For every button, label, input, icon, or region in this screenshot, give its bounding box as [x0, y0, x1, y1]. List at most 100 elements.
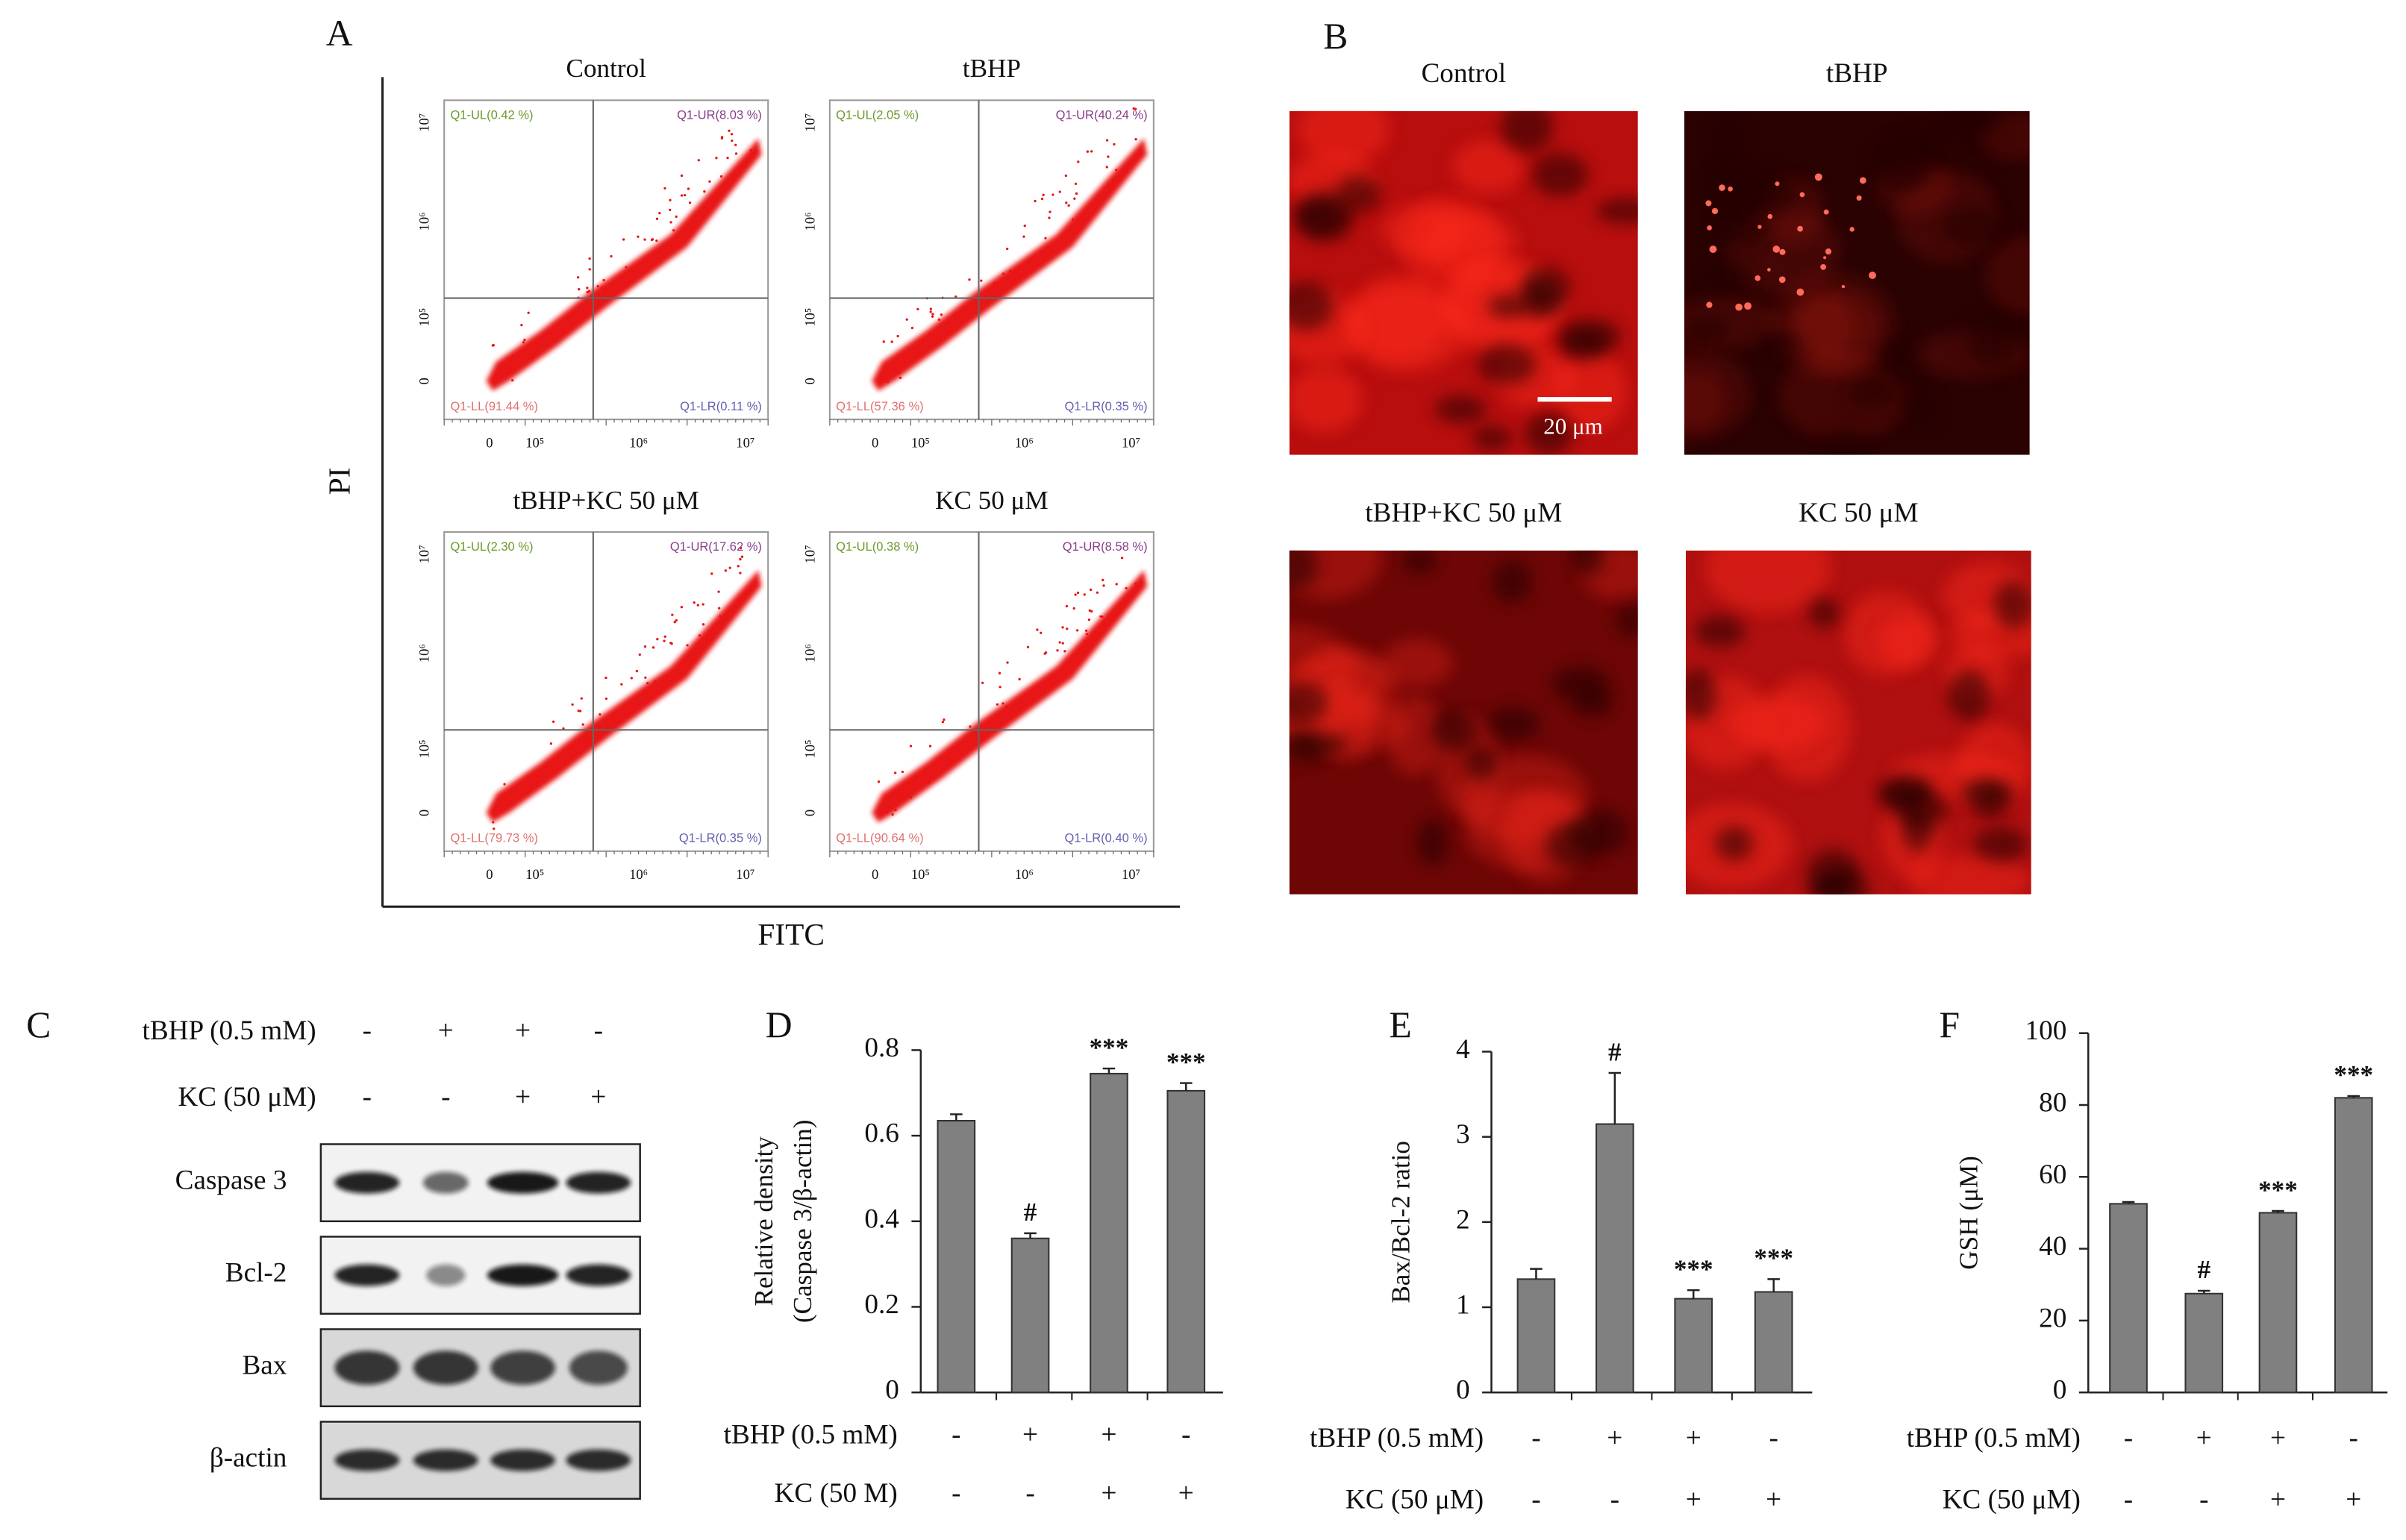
event-dot [1105, 139, 1109, 142]
event-dot [625, 266, 628, 269]
event-dot [643, 238, 646, 241]
event-dot [887, 381, 890, 384]
quadrant-label: Q1-UR(40.24 %) [1056, 107, 1148, 122]
bright-spot [1754, 275, 1761, 281]
nucleus [1416, 818, 1449, 867]
event-dot [882, 340, 885, 343]
event-dot [1108, 184, 1111, 187]
cell-glow [1297, 110, 1390, 164]
condition-label: tBHP (0.5 mM) [1907, 1423, 2081, 1453]
quadrant-label: Q1-LL(90.64 %) [836, 831, 924, 845]
bar [2184, 1292, 2224, 1394]
event-dot [731, 139, 734, 143]
event-dot [734, 152, 738, 155]
event-dot [531, 344, 534, 347]
event-dot [926, 344, 930, 347]
event-dot [928, 781, 931, 784]
bar [1595, 1123, 1634, 1394]
significance-mark: # [1024, 1198, 1037, 1227]
event-dot [503, 783, 506, 786]
event-dot [1072, 607, 1075, 610]
event-density [486, 570, 762, 823]
event-dot [749, 589, 752, 592]
cell-glow [1907, 855, 2031, 895]
cell-glow [1794, 295, 1854, 360]
x-tick-label: 10⁶ [1015, 867, 1034, 883]
event-dot [688, 201, 692, 204]
event-dot [545, 766, 548, 769]
bright-spot [1767, 268, 1771, 272]
significance-mark: *** [2258, 1175, 2298, 1204]
condition-sign: + [2270, 1484, 2286, 1515]
event-dot [928, 332, 931, 335]
event-dot [891, 813, 894, 816]
nucleus [1710, 122, 1743, 162]
cell-glow [1452, 140, 1525, 194]
bright-spot [1814, 173, 1822, 181]
event-dot [739, 557, 742, 561]
event-dot [905, 318, 908, 321]
cell-glow [1381, 639, 1453, 687]
event-dot [651, 238, 654, 241]
event-dot [1023, 224, 1026, 228]
event-dot [578, 288, 581, 291]
condition-label: KC (50 μM) [178, 1082, 316, 1112]
quadrant-label: Q1-UL(0.38 %) [836, 539, 919, 554]
event-dot [737, 565, 740, 568]
y-tick-label: 0.8 [864, 1033, 899, 1063]
event-dot [1052, 193, 1054, 196]
blot-label: Caspase 3 [175, 1165, 287, 1196]
event-dot [493, 827, 496, 830]
y-tick-label: 80 [2039, 1088, 2066, 1118]
event-dot [669, 198, 672, 201]
event-dot [1006, 661, 1009, 664]
event-dot [1102, 578, 1104, 582]
plot-title: KC 50 μM [935, 486, 1049, 515]
event-dot [663, 635, 666, 638]
nucleus [1289, 683, 1329, 725]
event-dot [928, 745, 932, 748]
quadrant-label: Q1-UR(8.58 %) [1063, 539, 1148, 554]
event-dot [710, 572, 713, 575]
y-tick-label: 10⁵ [802, 308, 818, 327]
event-dot [1040, 197, 1044, 201]
quadrant-label: Q1-LR(0.35 %) [679, 831, 762, 845]
event-dot [494, 380, 497, 384]
condition-sign: + [1607, 1423, 1622, 1453]
event-dot [1061, 626, 1064, 629]
event-dot [724, 569, 728, 572]
bright-spot [1841, 284, 1846, 289]
condition-sign: - [1531, 1484, 1540, 1515]
nucleus [1902, 806, 1934, 851]
nucleus [1694, 615, 1746, 648]
event-dot [658, 211, 661, 215]
event-dot [1115, 169, 1118, 172]
bar [2258, 1212, 2298, 1394]
x-tick-label: 10⁶ [629, 435, 648, 451]
condition-sign: - [363, 1015, 372, 1046]
nucleus [1294, 198, 1344, 235]
event-dot [1134, 138, 1137, 141]
event-dot [719, 175, 723, 178]
event-dot [523, 338, 526, 342]
condition-sign: - [1025, 1478, 1034, 1509]
event-dot [507, 367, 510, 370]
event-dot [1088, 609, 1091, 612]
event-dot [1008, 269, 1012, 273]
y-tick-label: 10⁶ [417, 212, 433, 231]
event-dot [1083, 639, 1087, 643]
condition-label: KC (50 μM) [1346, 1484, 1484, 1515]
event-dot [622, 238, 625, 241]
event-dot [675, 619, 678, 622]
cell-glow [1684, 348, 1752, 442]
event-dot [630, 677, 634, 680]
event-dot [1115, 583, 1118, 586]
event-dot [587, 289, 591, 292]
blot-band [569, 1350, 628, 1385]
bright-spot [1820, 264, 1826, 270]
nucleus [1524, 413, 1573, 455]
condition-sign: + [1178, 1478, 1194, 1509]
significance-mark: *** [1090, 1033, 1129, 1062]
blot-band [334, 1264, 400, 1286]
y-tick-label: 10⁶ [417, 644, 433, 663]
